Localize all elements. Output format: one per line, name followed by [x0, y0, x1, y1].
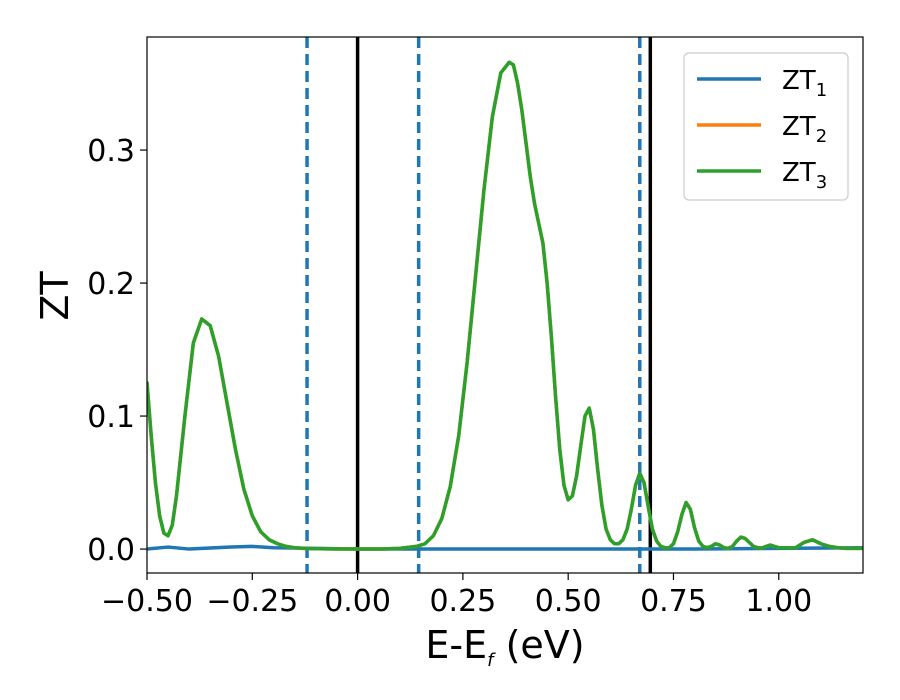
series-lines — [147, 60, 863, 551]
x-tick-label: 0.25 — [429, 584, 496, 619]
y-axis-ticks: 0.0 0.1 0.2 0.3 — [87, 134, 147, 568]
reference-lines — [305, 37, 653, 573]
x-tick-label: 1.00 — [745, 584, 812, 619]
x-tick-label: 0.75 — [640, 584, 707, 619]
series-line-zt3 — [147, 60, 863, 551]
x-tick-label: 0.50 — [535, 584, 602, 619]
legend-label-zt1: ZT1 — [782, 66, 827, 101]
y-tick-label: 0.2 — [87, 267, 135, 302]
y-axis-label: ZT — [33, 271, 77, 321]
y-tick-label: 0.3 — [87, 134, 135, 169]
y-tick-label: 0.1 — [87, 400, 135, 435]
legend-label-zt2: ZT2 — [782, 112, 827, 147]
legend-label-zt3: ZT3 — [782, 158, 827, 193]
legend-box — [683, 52, 849, 201]
x-tick-label: 0.00 — [324, 584, 391, 619]
x-tick-label: −0.25 — [206, 584, 298, 619]
x-axis-ticks: −0.50 −0.25 0.00 0.25 0.50 0.75 1.00 — [101, 573, 812, 619]
y-tick-label: 0.0 — [87, 533, 135, 568]
x-tick-label: −0.50 — [101, 584, 193, 619]
legend: ZT1 ZT2 ZT3 — [683, 52, 849, 201]
axes-frame — [146, 36, 864, 574]
x-axis-label: E-Ef (eV) — [425, 623, 584, 671]
